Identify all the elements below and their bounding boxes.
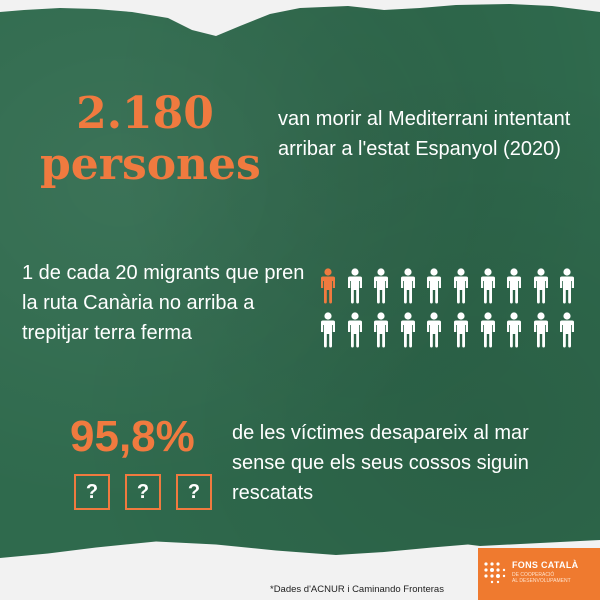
person-icon [560, 268, 575, 304]
person-icon [533, 268, 548, 304]
dots-logo-icon [484, 562, 506, 584]
stat1-description: van morir al Mediterrani intentant arrib… [278, 108, 571, 160]
person-icon [347, 268, 362, 304]
logo-title: FONS CATALÀ [512, 560, 579, 570]
person-icon [374, 268, 389, 304]
person-icon [453, 268, 468, 304]
person-icon [427, 312, 442, 348]
person-icon [480, 312, 495, 348]
person-icon-grid [318, 268, 584, 348]
question-box: ? [74, 474, 110, 510]
stat1-unit: persones [40, 139, 261, 190]
person-icon [374, 312, 389, 348]
data-source-note: *Dades d'ACNUR i Caminando Fronteras [270, 584, 444, 595]
person-icon [321, 312, 335, 348]
person-icon [453, 312, 468, 348]
stat3-description: de les víctimes desapareix al mar sense … [232, 422, 529, 504]
stat3-number: 95,8% [70, 412, 195, 461]
person-icon [347, 312, 362, 348]
person-icon [560, 312, 575, 348]
person-icon [507, 268, 522, 304]
question-box: ? [176, 474, 212, 510]
question-box: ? [125, 474, 161, 510]
fons-catala-logo: FONS CATALÀ DE COOPERACIÓ AL DESENVOLUPA… [478, 548, 600, 600]
stat2-description: 1 de cada 20 migrants que pren la ruta C… [22, 262, 305, 344]
person-icon [507, 312, 522, 348]
person-icon [321, 268, 335, 304]
person-icon [480, 268, 495, 304]
person-icon [400, 268, 415, 304]
person-icon [427, 268, 442, 304]
person-icon [400, 312, 415, 348]
person-icon [533, 312, 548, 348]
logo-subtitle-line2: AL DESENVOLUPAMENT [512, 578, 571, 584]
logo-subtitle-line1: DE COOPERACIÓ [512, 572, 555, 578]
stat1-number: 2.180 [76, 88, 214, 139]
